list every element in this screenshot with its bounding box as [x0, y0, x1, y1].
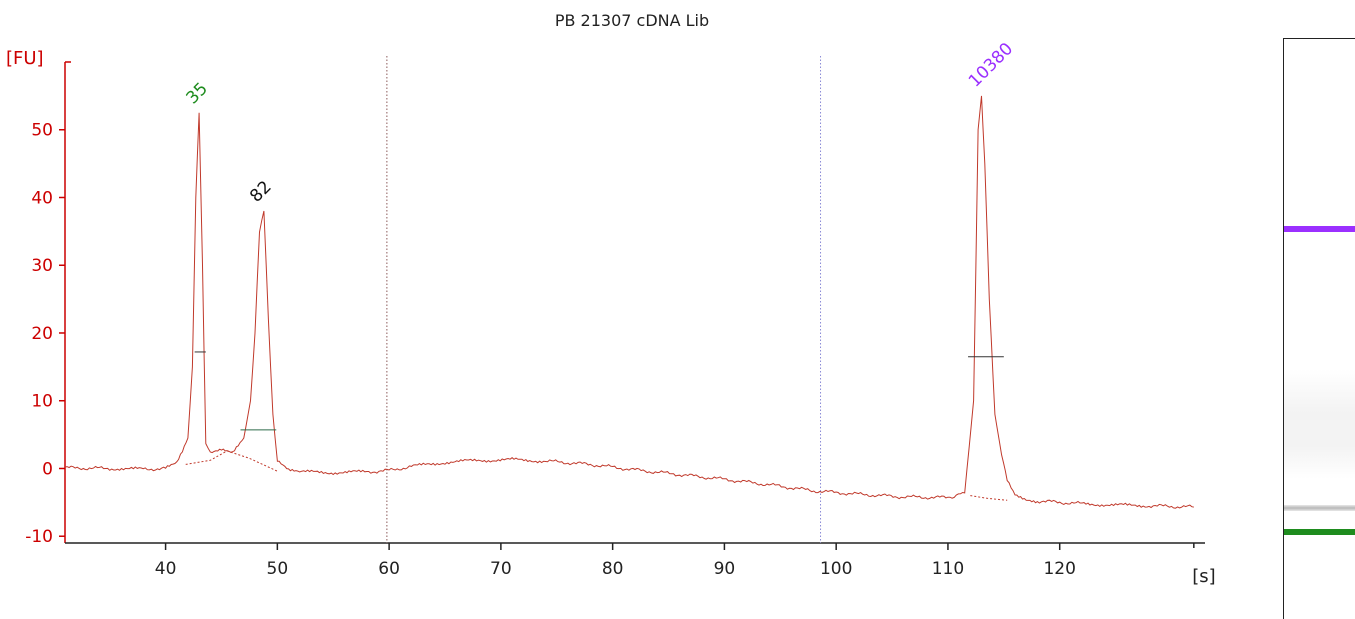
- y-tick-label: 0: [42, 459, 53, 479]
- axes: -10 0 10 20 30 40 50 40 50 60 70 80 90 100 110 120: [25, 61, 1205, 579]
- y-tick-label: 20: [31, 324, 53, 344]
- peak-label: 82: [246, 177, 275, 206]
- x-tick-label: 100: [820, 559, 852, 579]
- x-tick-label: 50: [267, 559, 289, 579]
- gel-band: [1284, 529, 1355, 536]
- electropherogram-chart: PB 21307 cDNA Lib -10 0 10 20 30 40 50 40 50 60 70…: [6, 11, 1216, 587]
- gel-smear: [1284, 369, 1355, 479]
- series-line: [64, 95, 1194, 509]
- peak-label: 10380: [965, 39, 1017, 91]
- y-tick-label: 40: [31, 188, 53, 208]
- y-tick-label: 50: [31, 121, 53, 141]
- x-tick-label: 80: [602, 559, 624, 579]
- chart-title: PB 21307 cDNA Lib: [555, 11, 709, 30]
- y-axis-label: [FU]: [6, 48, 44, 69]
- x-tick-label: 90: [714, 559, 736, 579]
- gel-lane: [1283, 38, 1355, 619]
- plot-area: 35 82 10380: [64, 39, 1194, 509]
- y-tick-label: 10: [31, 392, 53, 412]
- peak-baseline: [185, 450, 278, 472]
- x-tick-label: 70: [490, 559, 512, 579]
- x-axis-label: [s]: [1192, 566, 1215, 587]
- x-tick-label: 120: [1043, 559, 1075, 579]
- gel-band: [1284, 504, 1355, 511]
- marker-lines: [386, 56, 822, 543]
- x-tick-label: 110: [932, 559, 964, 579]
- x-tick-label: 40: [155, 559, 177, 579]
- x-tick-label: 60: [378, 559, 400, 579]
- gel-band: [1284, 225, 1355, 232]
- peak-baseline: [970, 495, 1008, 501]
- y-tick-label: 30: [31, 256, 53, 276]
- peak-label: 35: [183, 79, 212, 108]
- y-tick-label: -10: [25, 527, 53, 547]
